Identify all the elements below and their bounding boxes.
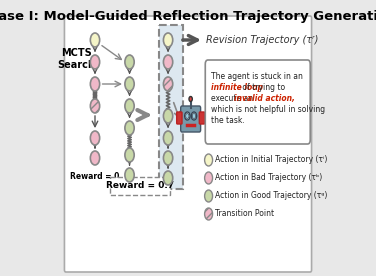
Circle shape <box>125 99 134 113</box>
Circle shape <box>125 121 134 135</box>
Text: of trying to: of trying to <box>240 83 285 92</box>
Text: the task.: the task. <box>211 116 244 125</box>
Text: execute an: execute an <box>211 94 255 103</box>
Circle shape <box>125 77 134 91</box>
Circle shape <box>164 151 173 165</box>
Circle shape <box>192 113 196 118</box>
Circle shape <box>205 190 212 202</box>
Circle shape <box>90 77 100 91</box>
Circle shape <box>90 33 100 47</box>
Circle shape <box>205 172 212 184</box>
FancyBboxPatch shape <box>177 112 182 124</box>
Circle shape <box>164 171 173 185</box>
Text: MCTS
Search: MCTS Search <box>58 48 96 70</box>
Circle shape <box>164 55 173 69</box>
Text: Phase I: Model-Guided Reflection Trajectory Generation: Phase I: Model-Guided Reflection Traject… <box>0 10 376 23</box>
Text: Action in Good Trajectory (τᵍ): Action in Good Trajectory (τᵍ) <box>215 192 327 200</box>
Circle shape <box>205 154 212 166</box>
Circle shape <box>125 148 134 162</box>
Circle shape <box>189 97 192 102</box>
FancyBboxPatch shape <box>181 106 201 132</box>
Text: invalid action,: invalid action, <box>234 94 295 103</box>
Circle shape <box>164 109 173 123</box>
Text: infinite loop: infinite loop <box>211 83 262 92</box>
FancyBboxPatch shape <box>205 60 310 144</box>
FancyBboxPatch shape <box>64 16 312 272</box>
Text: Reward = 0.7: Reward = 0.7 <box>106 182 174 190</box>
FancyBboxPatch shape <box>159 25 183 189</box>
Text: Revision Trajectory (τʳ): Revision Trajectory (τʳ) <box>206 35 318 45</box>
Circle shape <box>90 55 100 69</box>
Circle shape <box>90 131 100 145</box>
Circle shape <box>125 168 134 182</box>
Circle shape <box>186 113 189 118</box>
Text: Action in Bad Trajectory (τᵇ): Action in Bad Trajectory (τᵇ) <box>215 174 323 182</box>
Text: Transition Point: Transition Point <box>215 209 274 219</box>
Circle shape <box>185 112 190 120</box>
Text: Reward = 0: Reward = 0 <box>70 172 120 181</box>
Text: Action in Initial Trajectory (τⁱ): Action in Initial Trajectory (τⁱ) <box>215 155 327 164</box>
Circle shape <box>205 208 212 220</box>
FancyBboxPatch shape <box>110 177 170 195</box>
Circle shape <box>191 112 197 120</box>
Circle shape <box>164 131 173 145</box>
Text: The agent is stuck in an: The agent is stuck in an <box>211 72 302 81</box>
Circle shape <box>164 77 173 91</box>
Circle shape <box>164 33 173 47</box>
FancyBboxPatch shape <box>199 112 205 124</box>
Text: which is not helpful in solving: which is not helpful in solving <box>211 105 325 114</box>
Circle shape <box>125 55 134 69</box>
Circle shape <box>90 151 100 165</box>
Circle shape <box>90 99 100 113</box>
